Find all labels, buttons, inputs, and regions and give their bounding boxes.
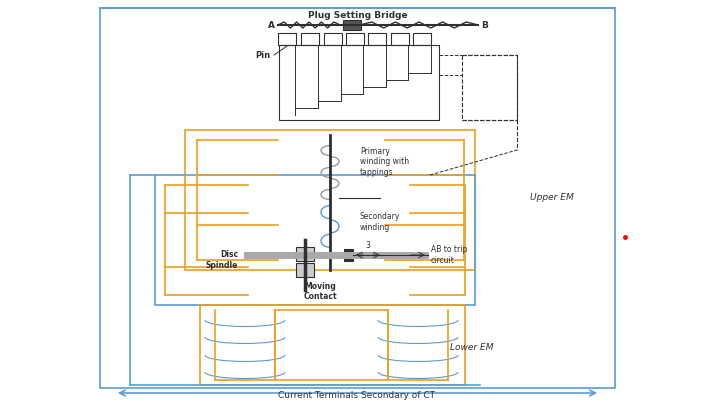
- Bar: [275, 310, 388, 380]
- Text: A: A: [268, 20, 275, 30]
- Bar: [279, 45, 439, 120]
- Text: AB to trip
circuit: AB to trip circuit: [431, 245, 467, 265]
- Text: Plug Setting Bridge: Plug Setting Bridge: [308, 11, 408, 20]
- Bar: [278, 33, 296, 45]
- Text: Secondary
winding: Secondary winding: [360, 212, 400, 232]
- Text: Primary
winding with
tappings: Primary winding with tappings: [360, 147, 409, 177]
- Bar: [324, 33, 342, 45]
- Bar: [301, 33, 319, 45]
- Text: 3: 3: [365, 241, 370, 250]
- Bar: [343, 20, 361, 30]
- Bar: [185, 130, 475, 270]
- Text: Disc
Spindle: Disc Spindle: [206, 250, 238, 270]
- Bar: [200, 305, 465, 385]
- Bar: [368, 33, 386, 45]
- Bar: [296, 263, 314, 277]
- Bar: [413, 33, 431, 45]
- Bar: [391, 33, 409, 45]
- Bar: [344, 249, 353, 261]
- Text: B: B: [481, 20, 488, 30]
- Text: Current Terminals Secondary of CT: Current Terminals Secondary of CT: [278, 391, 436, 400]
- Text: Lower EM: Lower EM: [450, 344, 493, 352]
- Text: Upper EM: Upper EM: [530, 194, 574, 202]
- Text: Moving
Contact: Moving Contact: [303, 282, 336, 302]
- Bar: [100, 8, 615, 388]
- Bar: [462, 55, 517, 120]
- Bar: [296, 247, 314, 261]
- Bar: [346, 33, 364, 45]
- Bar: [155, 175, 475, 305]
- Text: Pin: Pin: [255, 50, 270, 60]
